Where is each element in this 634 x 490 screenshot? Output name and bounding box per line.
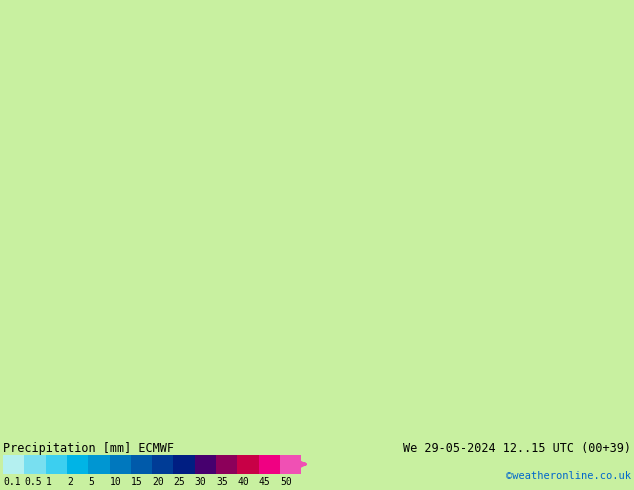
Text: 20: 20	[152, 477, 164, 488]
Bar	[131, 455, 152, 473]
Text: 10: 10	[110, 477, 121, 488]
Bar	[216, 455, 237, 473]
Bar	[88, 455, 110, 473]
Text: 30: 30	[195, 477, 207, 488]
Text: 2: 2	[67, 477, 73, 488]
Text: 5: 5	[88, 477, 94, 488]
Text: We 29-05-2024 12..15 UTC (00+39): We 29-05-2024 12..15 UTC (00+39)	[403, 442, 631, 455]
Bar	[195, 455, 216, 473]
Bar	[46, 455, 67, 473]
Bar	[25, 455, 46, 473]
Text: 0.1: 0.1	[3, 477, 21, 488]
Bar	[67, 455, 88, 473]
Text: 35: 35	[216, 477, 228, 488]
Bar	[259, 455, 280, 473]
Text: 0.5: 0.5	[25, 477, 42, 488]
Text: 15: 15	[131, 477, 143, 488]
Bar	[280, 455, 301, 473]
Text: 25: 25	[174, 477, 185, 488]
Bar	[152, 455, 174, 473]
Text: 50: 50	[280, 477, 292, 488]
Text: 1: 1	[46, 477, 51, 488]
Bar	[110, 455, 131, 473]
Bar	[174, 455, 195, 473]
Text: ©weatheronline.co.uk: ©weatheronline.co.uk	[506, 471, 631, 481]
Text: 45: 45	[259, 477, 270, 488]
Text: Precipitation [mm] ECMWF: Precipitation [mm] ECMWF	[3, 442, 174, 455]
Bar	[3, 455, 25, 473]
Text: 40: 40	[237, 477, 249, 488]
Bar	[237, 455, 259, 473]
